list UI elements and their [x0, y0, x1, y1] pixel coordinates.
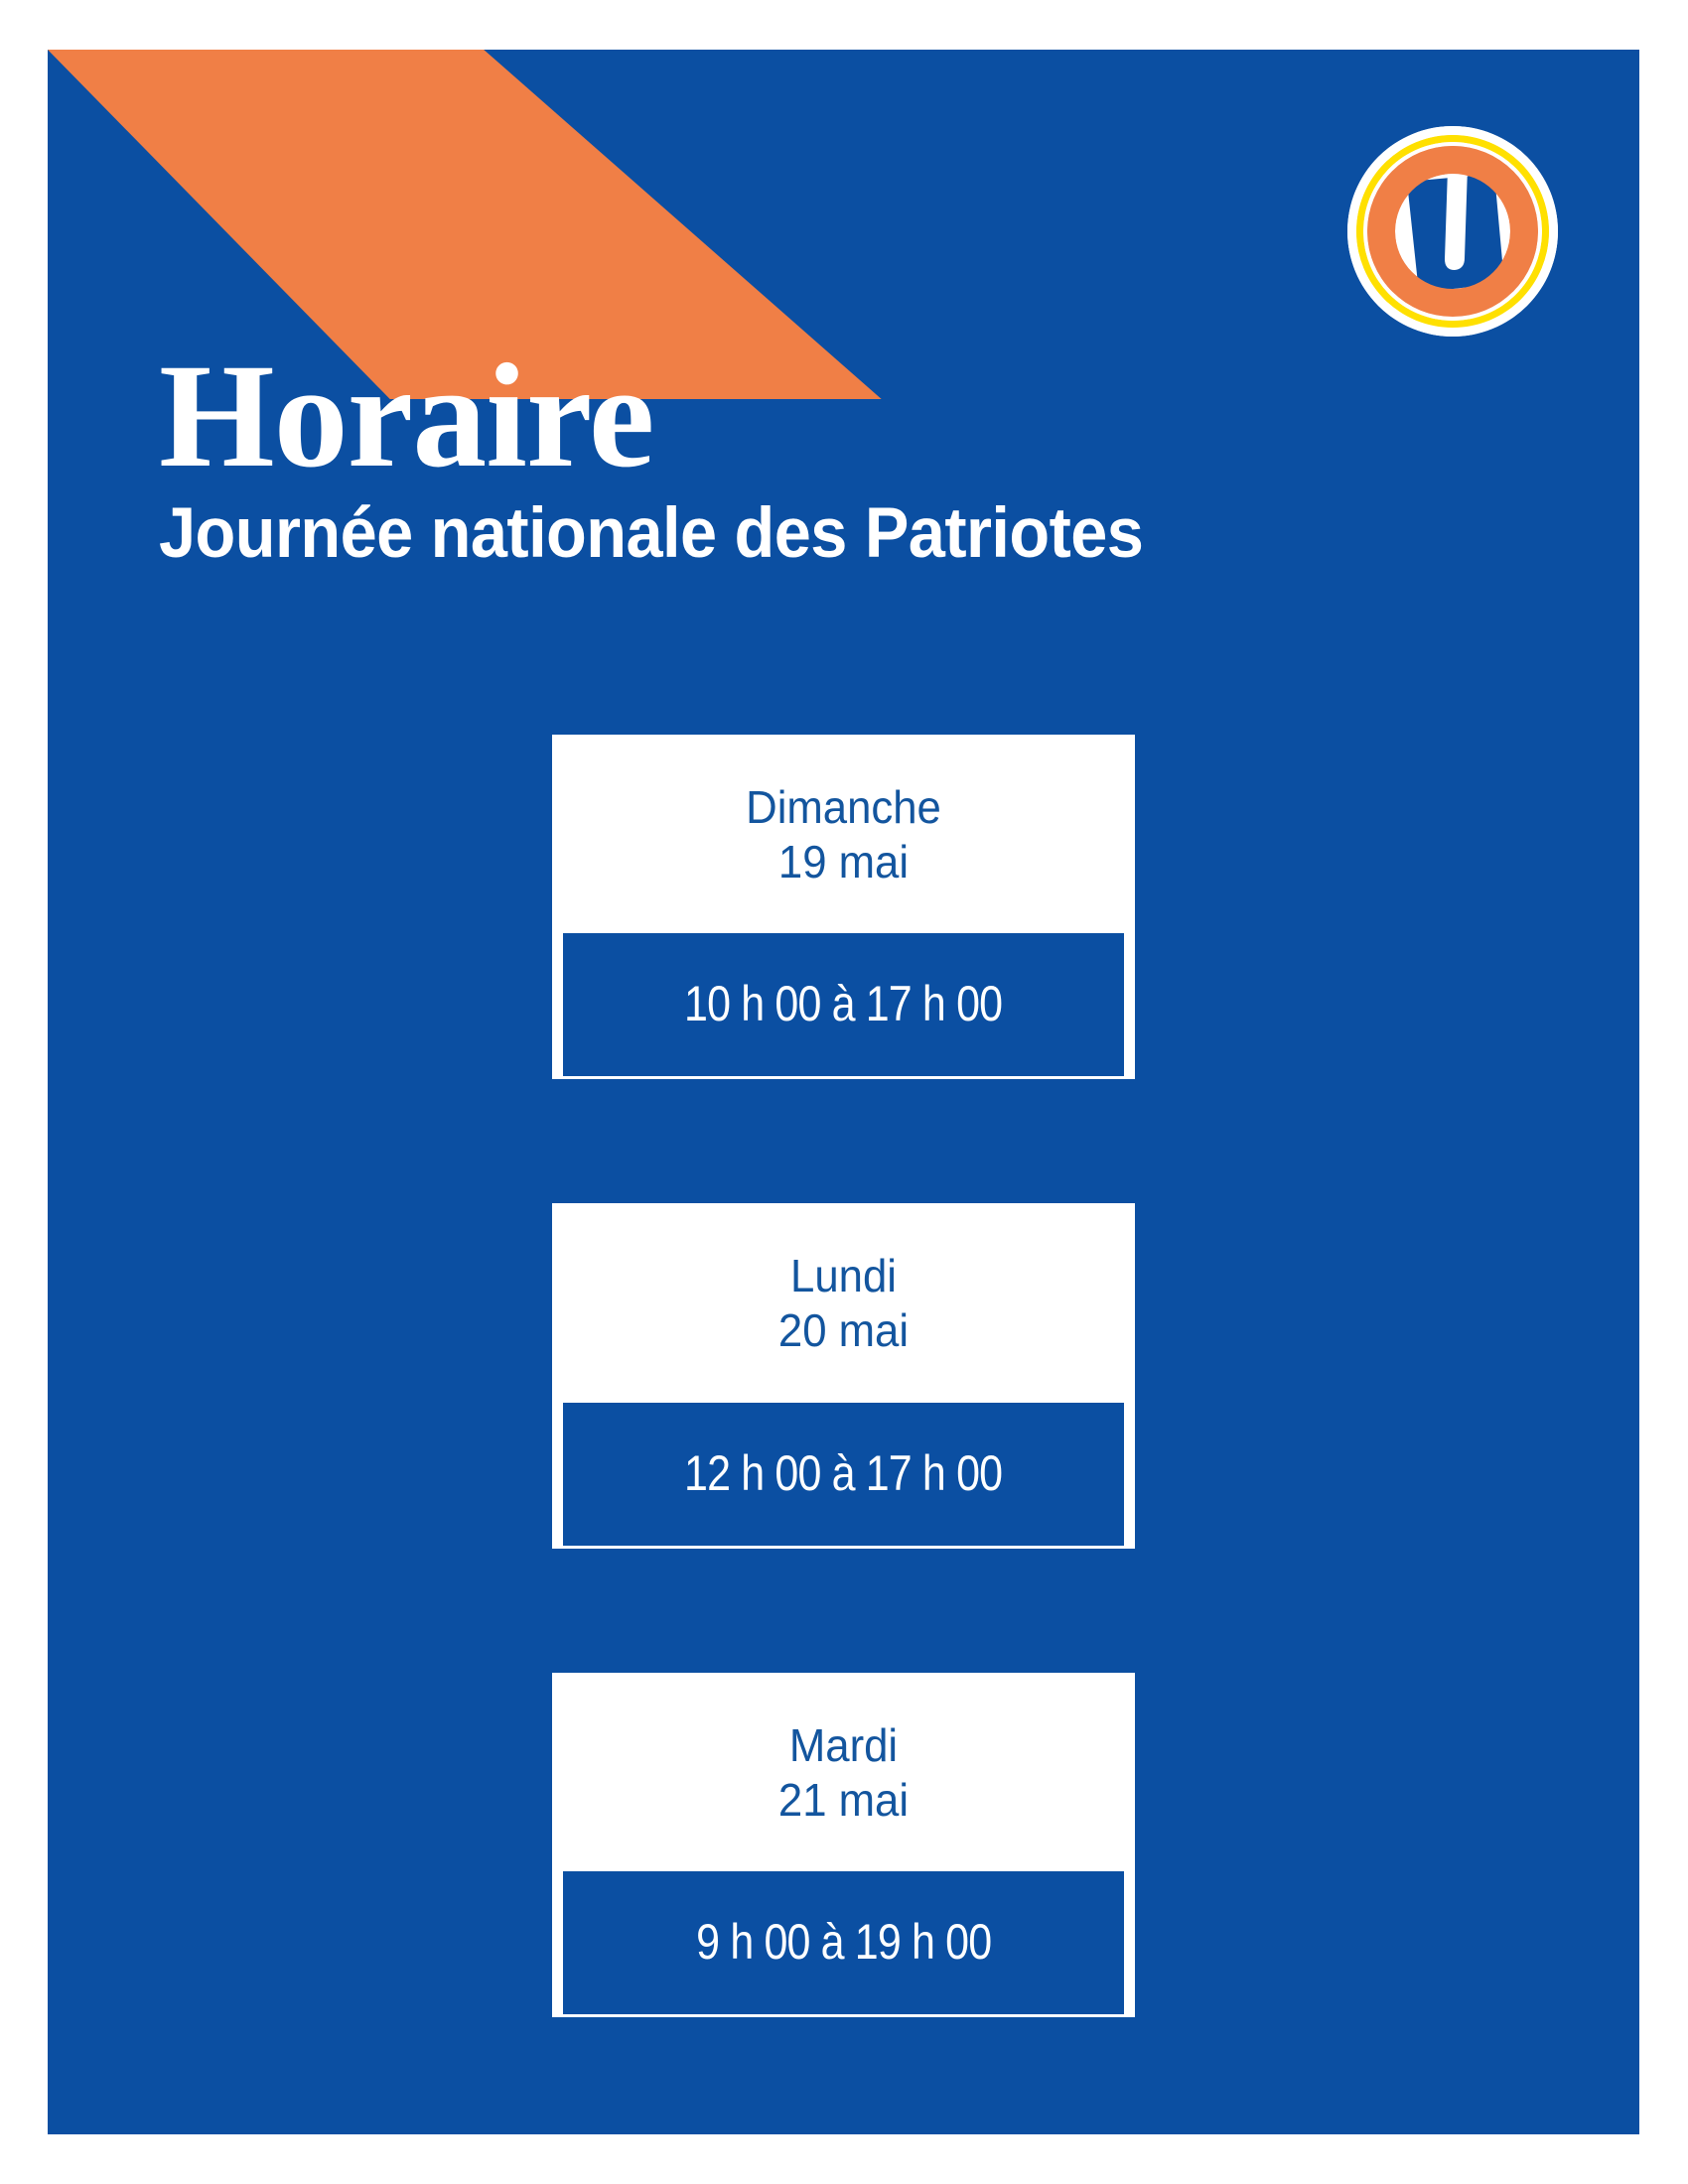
- schedule-day-label: Mardi: [788, 1718, 899, 1771]
- schedule-day-label: Lundi: [790, 1250, 897, 1302]
- schedule-hours-band: 10 h 00 à 17 h 00: [560, 930, 1127, 1080]
- schedule-card: Dimanche 19 mai 10 h 00 à 17 h 00: [552, 735, 1135, 1080]
- schedule-hours-label: 12 h 00 à 17 h 00: [684, 1444, 1003, 1501]
- schedule-hours-band: 12 h 00 à 17 h 00: [560, 1399, 1127, 1549]
- page-title: Horaire: [159, 334, 654, 498]
- schedule-list: Dimanche 19 mai 10 h 00 à 17 h 00 Lundi …: [48, 735, 1639, 2025]
- poster-canvas: Horaire Journée nationale des Patriotes …: [48, 50, 1639, 2134]
- schedule-card: Mardi 21 mai 9 h 00 à 19 h 00: [552, 1672, 1135, 2018]
- schedule-date-label: 20 mai: [777, 1304, 910, 1357]
- schedule-card-date-block: Mardi 21 mai: [552, 1673, 1135, 1868]
- schedule-card: Lundi 20 mai 12 h 00 à 17 h 00: [552, 1203, 1135, 1549]
- schedule-date-label: 19 mai: [777, 835, 910, 887]
- title-block: Horaire Journée nationale des Patriotes: [159, 334, 1549, 573]
- schedule-day-label: Dimanche: [746, 781, 941, 833]
- schedule-hours-band: 9 h 00 à 19 h 00: [560, 1868, 1127, 2018]
- schedule-date-label: 21 mai: [777, 1773, 910, 1826]
- page-subtitle: Journée nationale des Patriotes: [159, 494, 1144, 573]
- schedule-hours-label: 9 h 00 à 19 h 00: [695, 1914, 992, 1971]
- schedule-hours-label: 10 h 00 à 17 h 00: [684, 976, 1003, 1032]
- universite-laval-logo: [1345, 124, 1560, 339]
- schedule-card-date-block: Dimanche 19 mai: [552, 735, 1135, 930]
- schedule-card-date-block: Lundi 20 mai: [552, 1203, 1135, 1399]
